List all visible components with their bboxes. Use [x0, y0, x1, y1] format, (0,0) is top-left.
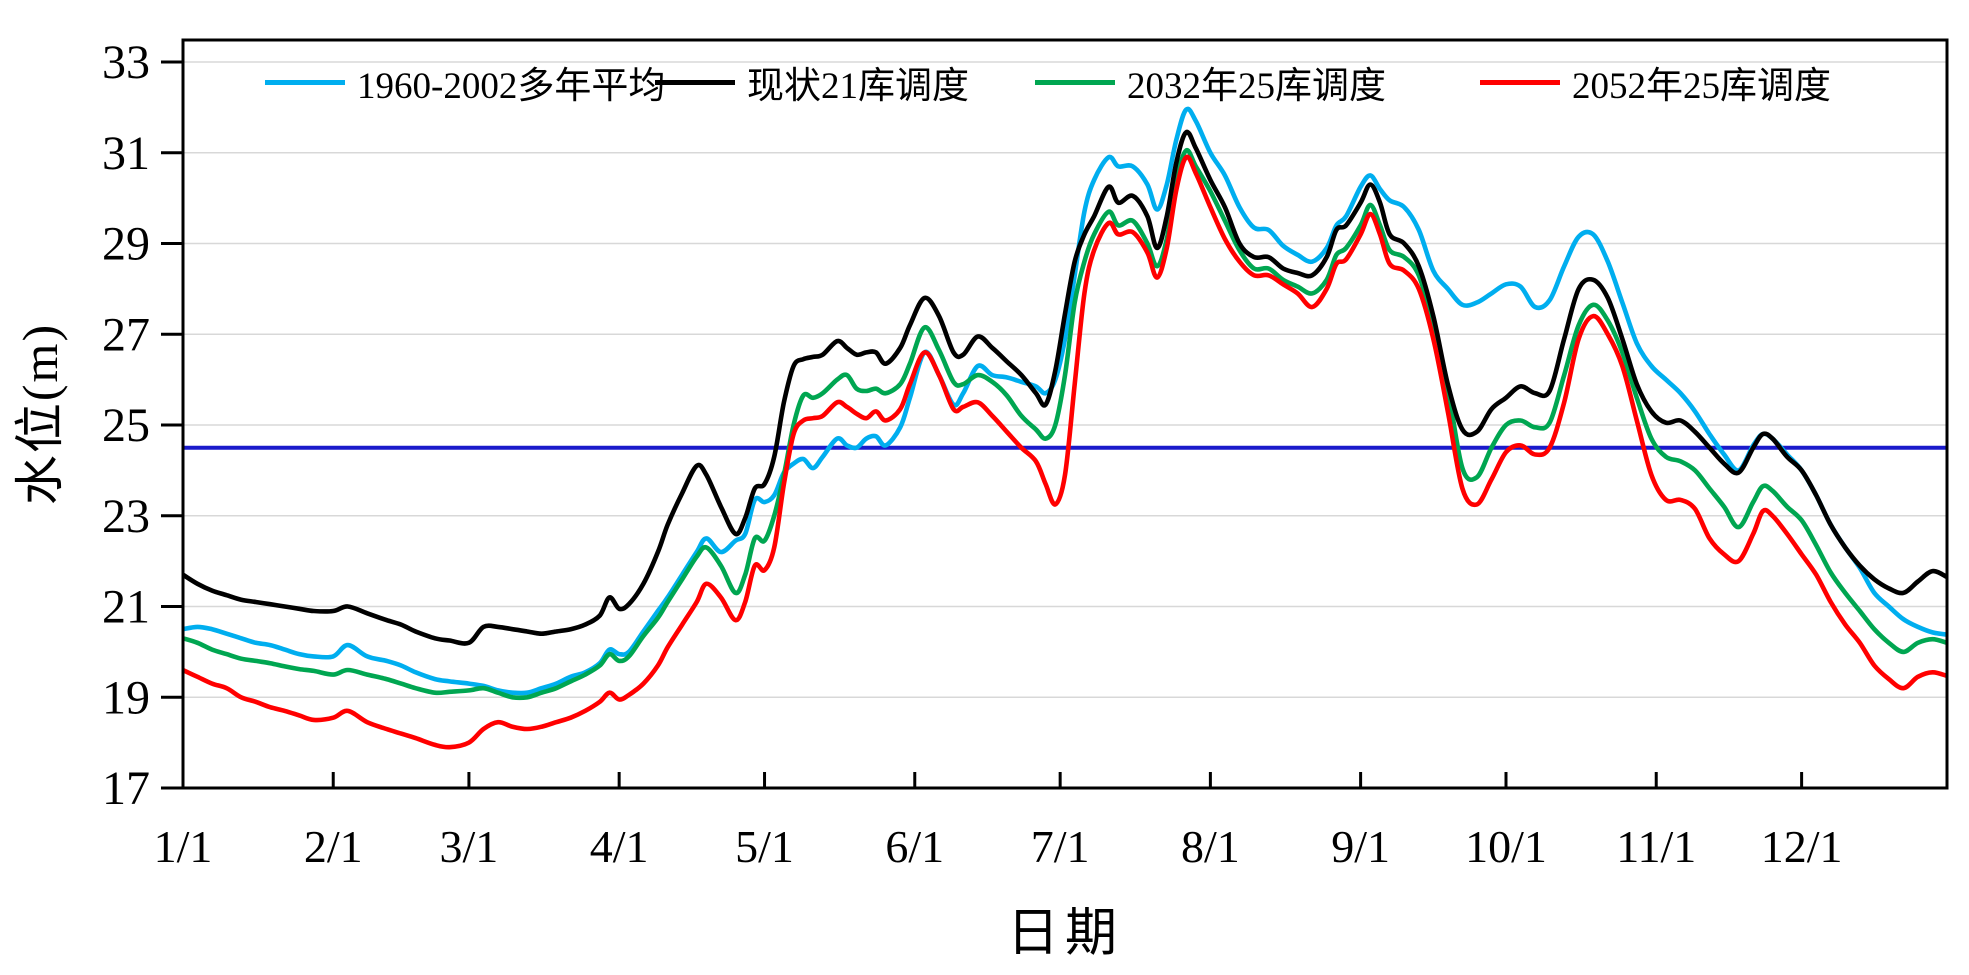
- y-tick-label-21: 21: [102, 581, 150, 634]
- y-tick-label-25: 25: [102, 399, 150, 452]
- x-tick-label-1/1: 1/1: [154, 821, 213, 872]
- x-tick-label-5/1: 5/1: [735, 821, 794, 872]
- series-group: [183, 106, 1947, 750]
- legend-swatch-average: [265, 79, 345, 85]
- axes: 17 19 21 23 25 27 29 31 33 1/1 2/1 3/1 4/1 5/1 6/1 7/1 8…: [102, 36, 1843, 872]
- series-line-3: [183, 154, 1947, 750]
- legend-label-average: 1960-2002多年平均: [357, 66, 666, 107]
- series-line-1: [183, 129, 1947, 646]
- legend-item-current-21: 现状21库调度: [655, 58, 969, 107]
- x-tick-label-10/1: 10/1: [1465, 821, 1547, 872]
- x-tick-label-11/1: 11/1: [1616, 821, 1696, 872]
- y-tick-label-31: 31: [102, 127, 150, 180]
- legend-item-2052: 2052年25库调度: [1480, 58, 1831, 107]
- legend-label-2052: 2052年25库调度: [1572, 66, 1831, 107]
- x-tick-label-3/1: 3/1: [440, 821, 499, 872]
- x-tick-label-8/1: 8/1: [1181, 821, 1240, 872]
- y-tick-label-23: 23: [102, 490, 150, 543]
- x-tick-label-6/1: 6/1: [885, 821, 944, 872]
- legend-label-2032: 2032年25库调度: [1127, 66, 1386, 107]
- y-axis-title: 水位(m): [12, 322, 68, 506]
- legend-item-average: 1960-2002多年平均: [265, 58, 666, 107]
- x-tick-label-12/1: 12/1: [1761, 821, 1843, 872]
- series-line-2: [183, 147, 1947, 701]
- y-tick-label-29: 29: [102, 218, 150, 271]
- legend-label-current-21: 现状21库调度: [747, 66, 969, 107]
- legend-swatch-2032: [1035, 79, 1115, 85]
- x-axis-title: 日期: [1006, 905, 1124, 963]
- x-tick-label-7/1: 7/1: [1031, 821, 1090, 872]
- legend-swatch-current-21: [655, 79, 735, 85]
- legend-item-2032: 2032年25库调度: [1035, 58, 1386, 107]
- y-tick-label-33: 33: [102, 36, 150, 89]
- plot-frame: [181, 38, 1949, 790]
- legend-swatch-2052: [1480, 79, 1560, 85]
- y-tick-label-19: 19: [102, 671, 150, 724]
- y-tick-label-17: 17: [102, 762, 150, 815]
- y-tick-label-27: 27: [102, 308, 150, 361]
- x-tick-label-4/1: 4/1: [590, 821, 649, 872]
- x-tick-label-9/1: 9/1: [1331, 821, 1390, 872]
- x-tick-label-2/1: 2/1: [304, 821, 363, 872]
- series-line-0: [183, 106, 1947, 696]
